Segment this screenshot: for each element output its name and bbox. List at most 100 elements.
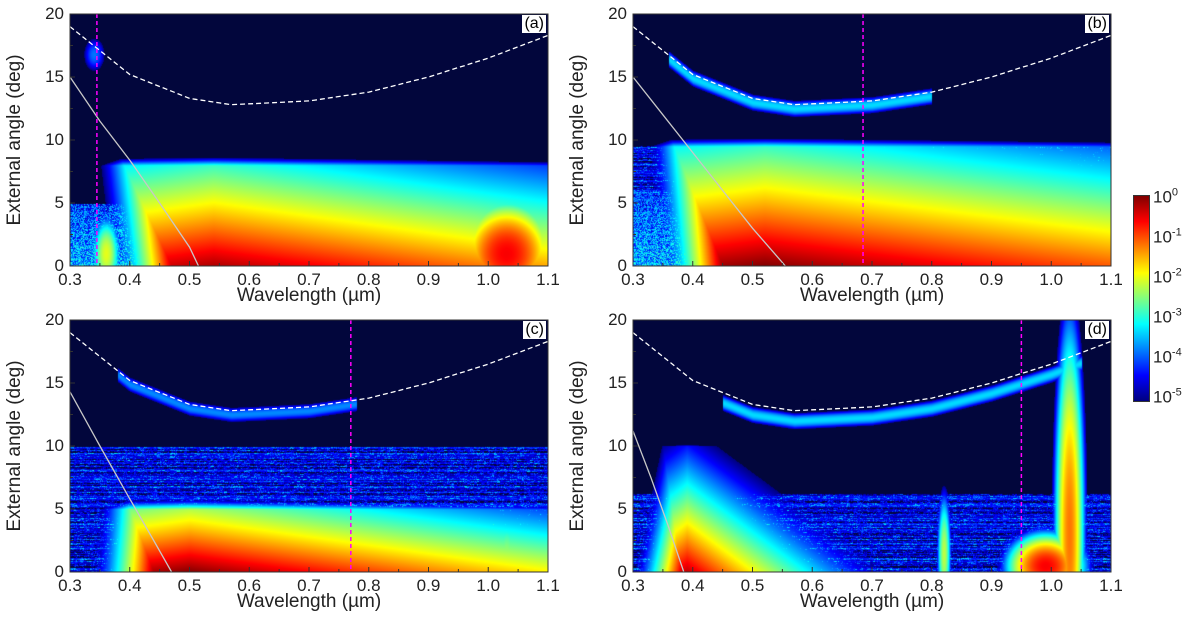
x-tick-label: 0.6 <box>237 270 262 289</box>
dashed-curve <box>69 26 549 106</box>
x-tick-label: 0.5 <box>740 270 765 289</box>
colorbar-tick-label: 10-2 <box>1153 267 1182 288</box>
tick-base: 10 <box>1153 227 1172 247</box>
y-tick-label: 15 <box>45 373 64 392</box>
x-tick-label: 0.6 <box>800 270 825 289</box>
y-tick-label: 5 <box>54 499 64 518</box>
solid-curve <box>632 76 786 267</box>
panel-label: (a) <box>522 15 546 33</box>
tick-exponent: -3 <box>1171 306 1182 319</box>
x-tick-label: 0.9 <box>979 576 1004 595</box>
x-tick-label: 0.3 <box>621 576 645 595</box>
x-tick-label: 1.0 <box>476 270 501 289</box>
solid-curve <box>69 391 173 573</box>
x-tick-label: 1.1 <box>536 576 560 595</box>
plot-frame <box>632 319 1112 573</box>
y-tick-label: 10 <box>45 436 64 455</box>
y-tick-label: 20 <box>45 310 64 329</box>
dashed-curve <box>632 26 1112 106</box>
y-tick-label: 20 <box>608 310 627 329</box>
dashed-curve <box>632 332 1112 412</box>
panel-label: (b) <box>1085 15 1109 33</box>
x-axis-title: Wavelength (µm) <box>236 285 382 306</box>
x-tick-label: 0.4 <box>680 576 705 595</box>
heatmap-panel-d: (d) <box>632 319 1112 573</box>
tick-exponent: 0 <box>1171 186 1179 199</box>
heatmap-image <box>633 320 1111 572</box>
x-tick-label: 0.6 <box>237 576 262 595</box>
x-tick-label: 1.1 <box>1099 270 1123 289</box>
colorbar-tick-label: 100 <box>1153 187 1178 208</box>
y-tick-label: 0 <box>54 562 64 581</box>
heatmap-panel-b: (b) <box>632 13 1112 267</box>
heatmap-image <box>633 14 1111 266</box>
y-axis-title: External angle (deg) <box>4 54 25 226</box>
y-axis-title: External angle (deg) <box>4 360 25 532</box>
x-tick-label: 0.7 <box>860 576 884 595</box>
plot-frame <box>69 13 549 267</box>
solid-curve <box>69 76 200 267</box>
x-tick-label: 1.1 <box>536 270 560 289</box>
x-axis-title: Wavelength (µm) <box>236 591 382 612</box>
x-axis-title: Wavelength (µm) <box>799 591 945 612</box>
colorbar-tick-label: 10-5 <box>1153 387 1182 408</box>
solid-curve <box>632 430 685 573</box>
y-tick-label: 20 <box>608 4 627 23</box>
dashed-curve <box>69 332 549 412</box>
y-tick-label: 0 <box>617 562 627 581</box>
x-tick-label: 0.3 <box>58 270 82 289</box>
heatmap-panel-a: (a) <box>69 13 549 267</box>
colorbar-tick-label: 10-4 <box>1153 347 1182 368</box>
plot-frame <box>69 319 549 573</box>
x-tick-label: 0.7 <box>860 270 884 289</box>
panel-label: (c) <box>523 321 546 339</box>
heatmap-panel-c: (c) <box>69 319 549 573</box>
y-tick-label: 10 <box>608 436 627 455</box>
x-tick-label: 0.4 <box>117 576 142 595</box>
y-tick-label: 5 <box>617 193 627 212</box>
y-tick-label: 0 <box>617 256 627 275</box>
x-tick-label: 1.0 <box>476 576 501 595</box>
tick-exponent: -5 <box>1171 386 1182 399</box>
x-tick-label: 1.0 <box>1039 270 1064 289</box>
y-tick-label: 15 <box>45 67 64 86</box>
tick-exponent: -4 <box>1171 346 1182 359</box>
heatmap-image <box>70 14 548 266</box>
tick-base: 10 <box>1153 267 1172 287</box>
y-tick-label: 10 <box>608 130 627 149</box>
x-tick-label: 0.3 <box>621 270 645 289</box>
x-tick-label: 0.5 <box>740 576 765 595</box>
y-tick-label: 0 <box>54 256 64 275</box>
x-tick-label: 0.5 <box>177 270 202 289</box>
y-tick-label: 10 <box>45 130 64 149</box>
x-tick-label: 0.8 <box>919 576 944 595</box>
x-tick-label: 0.7 <box>297 270 321 289</box>
tick-base: 10 <box>1153 187 1172 207</box>
heatmap-image <box>70 320 548 572</box>
plot-frame <box>632 13 1112 267</box>
tick-base: 10 <box>1153 347 1172 367</box>
colorbar-tick-label: 10-1 <box>1153 227 1182 248</box>
x-tick-label: 0.6 <box>800 576 825 595</box>
y-axis-title: External angle (deg) <box>567 360 588 532</box>
tick-exponent: -1 <box>1171 226 1182 239</box>
y-tick-label: 5 <box>617 499 627 518</box>
x-tick-label: 0.7 <box>297 576 321 595</box>
tick-base: 10 <box>1153 387 1172 407</box>
x-tick-label: 1.0 <box>1039 576 1064 595</box>
colorbar <box>1133 195 1150 402</box>
x-tick-label: 0.4 <box>680 270 705 289</box>
y-tick-label: 15 <box>608 67 627 86</box>
x-tick-label: 0.8 <box>919 270 944 289</box>
y-tick-label: 5 <box>54 193 64 212</box>
x-tick-label: 0.9 <box>416 576 441 595</box>
x-axis-title: Wavelength (µm) <box>799 285 945 306</box>
y-tick-label: 15 <box>608 373 627 392</box>
y-axis-title: External angle (deg) <box>567 54 588 226</box>
tick-base: 10 <box>1153 307 1172 327</box>
x-tick-label: 0.3 <box>58 576 82 595</box>
x-tick-label: 0.4 <box>117 270 142 289</box>
x-tick-label: 0.9 <box>979 270 1004 289</box>
tick-exponent: -2 <box>1171 266 1182 279</box>
y-tick-label: 20 <box>45 4 64 23</box>
